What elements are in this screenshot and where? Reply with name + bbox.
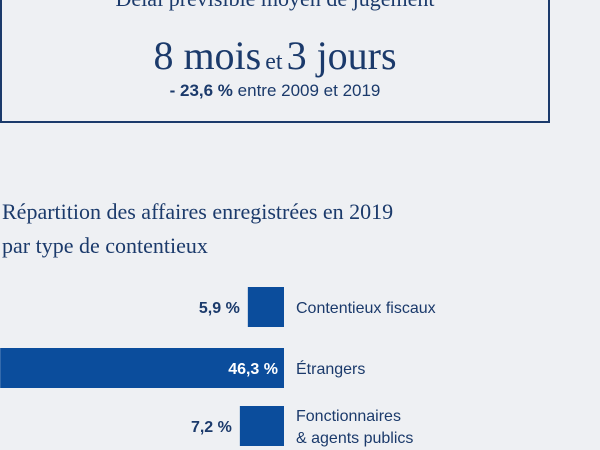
category-label: Contentieux fiscaux bbox=[296, 300, 436, 317]
chart-title-line1: Répartition des affaires enregistrées en… bbox=[2, 199, 394, 224]
category-label: Fonctionnaires bbox=[296, 408, 401, 425]
kpi-box: Délai prévisible moyen de jugement 8 moi… bbox=[0, 0, 550, 123]
bar-value-label: 46,3 % bbox=[228, 361, 278, 378]
kpi-days: 3 jours bbox=[286, 33, 397, 78]
bar-value-label: 7,2 % bbox=[191, 419, 232, 436]
kpi-trend: - 23,6 % entre 2009 et 2019 bbox=[2, 81, 548, 101]
category-label: & agents publics bbox=[296, 430, 413, 447]
bar bbox=[247, 287, 284, 327]
category-label: Étrangers bbox=[296, 359, 365, 378]
chart-title-line2: par type de contentieux bbox=[2, 233, 208, 258]
bar-value-label: 5,9 % bbox=[199, 300, 240, 317]
chart-title: Répartition des affaires enregistrées en… bbox=[2, 195, 393, 263]
kpi-months: 8 mois bbox=[153, 33, 262, 78]
bar bbox=[239, 406, 284, 446]
kpi-connector: et bbox=[265, 49, 283, 75]
kpi-trend-text: entre 2009 et 2019 bbox=[237, 81, 381, 100]
kpi-trend-value: - 23,6 % bbox=[169, 81, 233, 100]
kpi-value: 8 mois et 3 jours bbox=[2, 32, 548, 79]
bar bbox=[0, 348, 285, 388]
kpi-label: Délai prévisible moyen de jugement bbox=[2, 0, 548, 12]
